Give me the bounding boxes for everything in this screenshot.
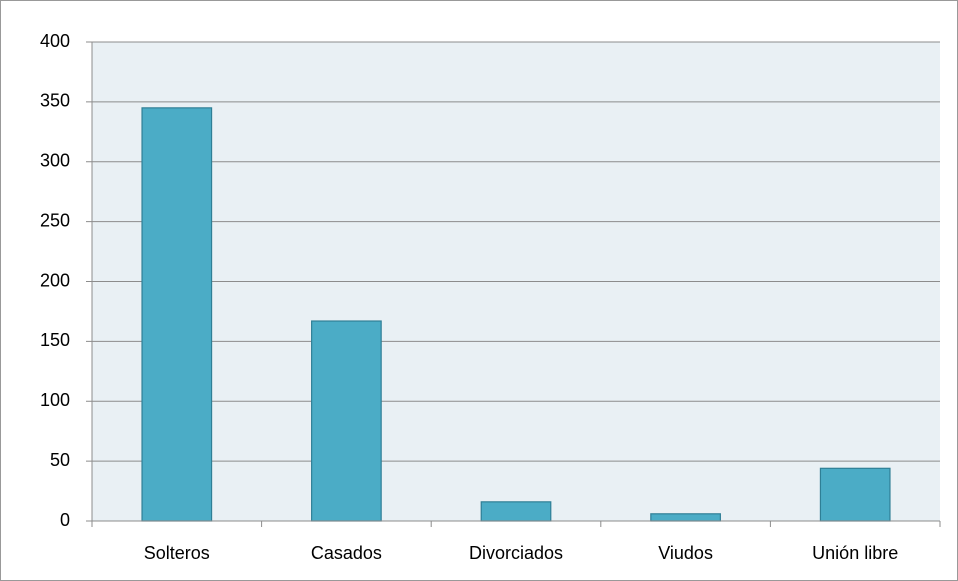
bar [480,501,552,522]
y-tick-label: 250 [40,210,70,230]
y-tick-label: 150 [40,330,70,350]
x-tick-label: Divorciados [469,543,563,563]
x-tick-label: Solteros [144,543,210,563]
y-tick-label: 50 [50,450,70,470]
y-tick-label: 200 [40,270,70,290]
bar [819,467,891,522]
y-tick-label: 0 [60,510,70,530]
y-tick-label: 400 [40,31,70,51]
bar [650,513,721,522]
y-tick-label: 350 [40,91,70,111]
bar [311,320,382,522]
x-tick-label: Casados [311,543,382,563]
x-tick-label: Viudos [658,543,713,563]
x-tick-label: Unión libre [812,543,898,563]
y-tick-label: 300 [40,151,70,171]
y-tick-label: 100 [40,390,70,410]
bar [141,107,213,522]
